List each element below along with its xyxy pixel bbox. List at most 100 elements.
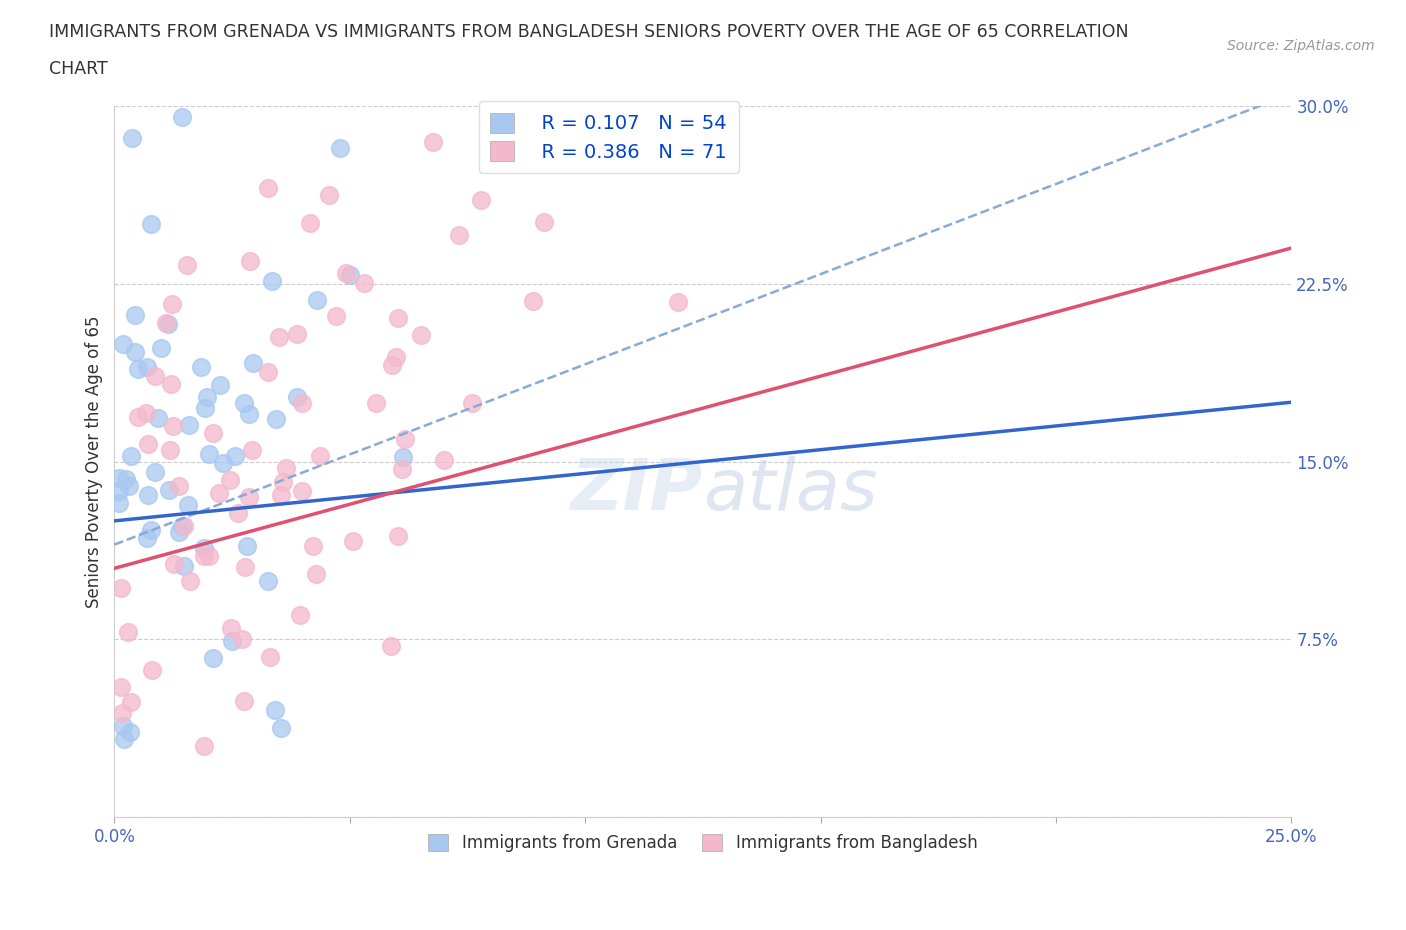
Point [384,350,406,365]
Point [226,506,249,521]
Point [259,649,281,664]
Point [366,396,388,411]
Point [447,227,470,242]
Point [239,253,262,268]
Point [242,355,264,370]
Point [309,448,332,463]
Point [231,631,253,646]
Point [235,538,257,553]
Point [198,549,221,564]
Point [380,639,402,654]
Point [432,453,454,468]
Point [160,297,183,312]
Point [257,180,280,195]
Point [470,193,492,207]
Text: CHART: CHART [49,60,108,78]
Point [233,395,256,410]
Point [176,258,198,272]
Point [221,633,243,648]
Point [342,533,364,548]
Point [198,447,221,462]
Point [143,464,166,479]
Point [155,316,177,331]
Point [190,360,212,375]
Point [335,265,357,280]
Point [387,310,409,325]
Point [136,488,159,503]
Point [270,487,292,502]
Point [387,528,409,543]
Point [173,559,195,574]
Point [141,523,163,538]
Point [193,549,215,564]
Point [172,110,194,125]
Point [325,309,347,324]
Point [318,188,340,203]
Point [240,443,263,458]
Point [233,694,256,709]
Point [108,496,131,511]
Point [264,703,287,718]
Point [118,478,141,493]
Point [273,474,295,489]
Point [238,406,260,421]
Point [270,721,292,736]
Point [177,418,200,432]
Point [170,519,193,534]
Point [257,574,280,589]
Text: atlas: atlas [703,456,877,525]
Point [127,362,149,377]
Point [193,540,215,555]
Point [112,337,135,352]
Point [235,560,257,575]
Point [422,134,444,149]
Point [108,471,131,485]
Point [179,574,201,589]
Point [299,216,322,231]
Point [169,478,191,493]
Point [267,330,290,345]
Point [157,482,180,497]
Point [266,412,288,427]
Point [381,358,404,373]
Point [274,460,297,475]
Point [118,724,141,739]
Point [114,472,136,486]
Point [108,484,131,498]
Point [150,340,173,355]
Point [208,378,231,392]
Point [392,449,415,464]
Point [194,401,217,416]
Point [287,390,309,405]
Point [339,267,361,282]
Text: ZIP: ZIP [571,456,703,525]
Point [288,607,311,622]
Point [291,484,314,498]
Point [329,140,352,155]
Point [305,567,328,582]
Point [285,326,308,341]
Point [522,294,544,309]
Point [124,344,146,359]
Point [112,719,135,734]
Point [110,706,132,721]
Point [120,448,142,463]
Point [461,395,484,410]
Point [212,456,235,471]
Point [143,369,166,384]
Point [177,498,200,513]
Point [262,273,284,288]
Point [224,448,246,463]
Point [394,432,416,446]
Point [135,405,157,420]
Point [127,409,149,424]
Point [110,581,132,596]
Point [117,625,139,640]
Text: IMMIGRANTS FROM GRENADA VS IMMIGRANTS FROM BANGLADESH SENIORS POVERTY OVER THE A: IMMIGRANTS FROM GRENADA VS IMMIGRANTS FR… [49,23,1129,41]
Point [256,365,278,379]
Point [202,650,225,665]
Point [124,308,146,323]
Point [411,327,433,342]
Point [159,443,181,458]
Point [136,359,159,374]
